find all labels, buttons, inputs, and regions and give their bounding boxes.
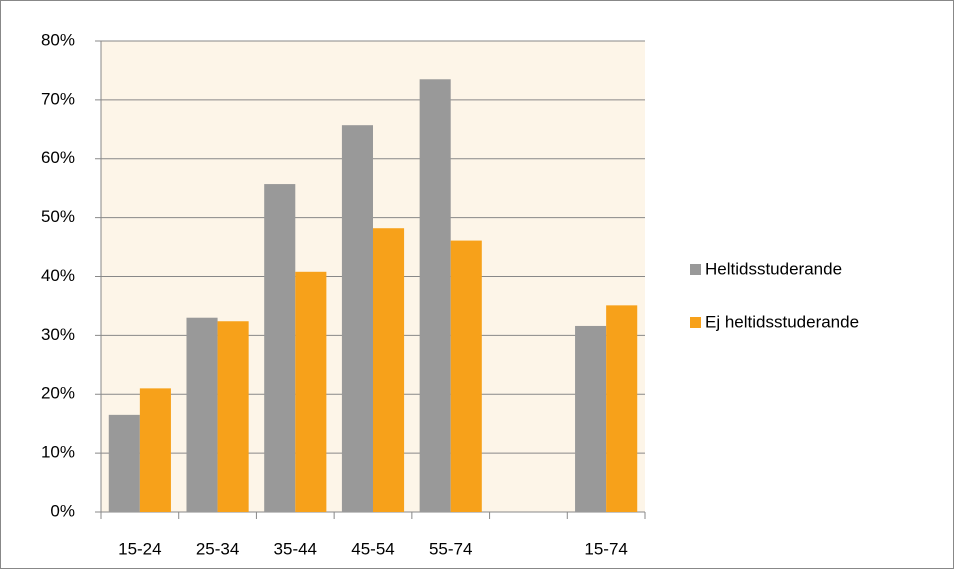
- x-tick-label: 15-74: [584, 539, 627, 558]
- bar: [575, 325, 607, 512]
- bar: [450, 240, 482, 512]
- x-tick-label: 35-44: [274, 539, 317, 558]
- bar: [419, 79, 451, 513]
- legend-label: Ej heltidsstuderande: [705, 312, 859, 331]
- y-tick-label: 70%: [41, 89, 75, 108]
- bar: [264, 184, 296, 512]
- legend-label: Heltidsstuderande: [705, 259, 842, 278]
- x-tick-label: 15-24: [118, 539, 161, 558]
- bar: [108, 414, 140, 512]
- y-tick-label: 20%: [41, 384, 75, 403]
- bar: [139, 388, 171, 512]
- bar: [373, 228, 405, 512]
- legend-swatch: [690, 264, 701, 275]
- bar: [186, 317, 218, 512]
- y-tick-label: 50%: [41, 207, 75, 226]
- bar: [217, 321, 249, 512]
- y-tick-label: 80%: [41, 30, 75, 49]
- legend-swatch: [690, 317, 701, 328]
- y-tick-label: 0%: [50, 501, 75, 520]
- bar: [341, 125, 373, 512]
- bar: [606, 305, 638, 512]
- x-tick-label: 45-54: [351, 539, 394, 558]
- bar: [295, 271, 327, 512]
- y-tick-label: 10%: [41, 443, 75, 462]
- x-tick-label: 55-74: [429, 539, 472, 558]
- y-tick-label: 40%: [41, 266, 75, 285]
- y-tick-label: 60%: [41, 148, 75, 167]
- x-tick-label: 25-34: [196, 539, 239, 558]
- y-tick-label: 30%: [41, 325, 75, 344]
